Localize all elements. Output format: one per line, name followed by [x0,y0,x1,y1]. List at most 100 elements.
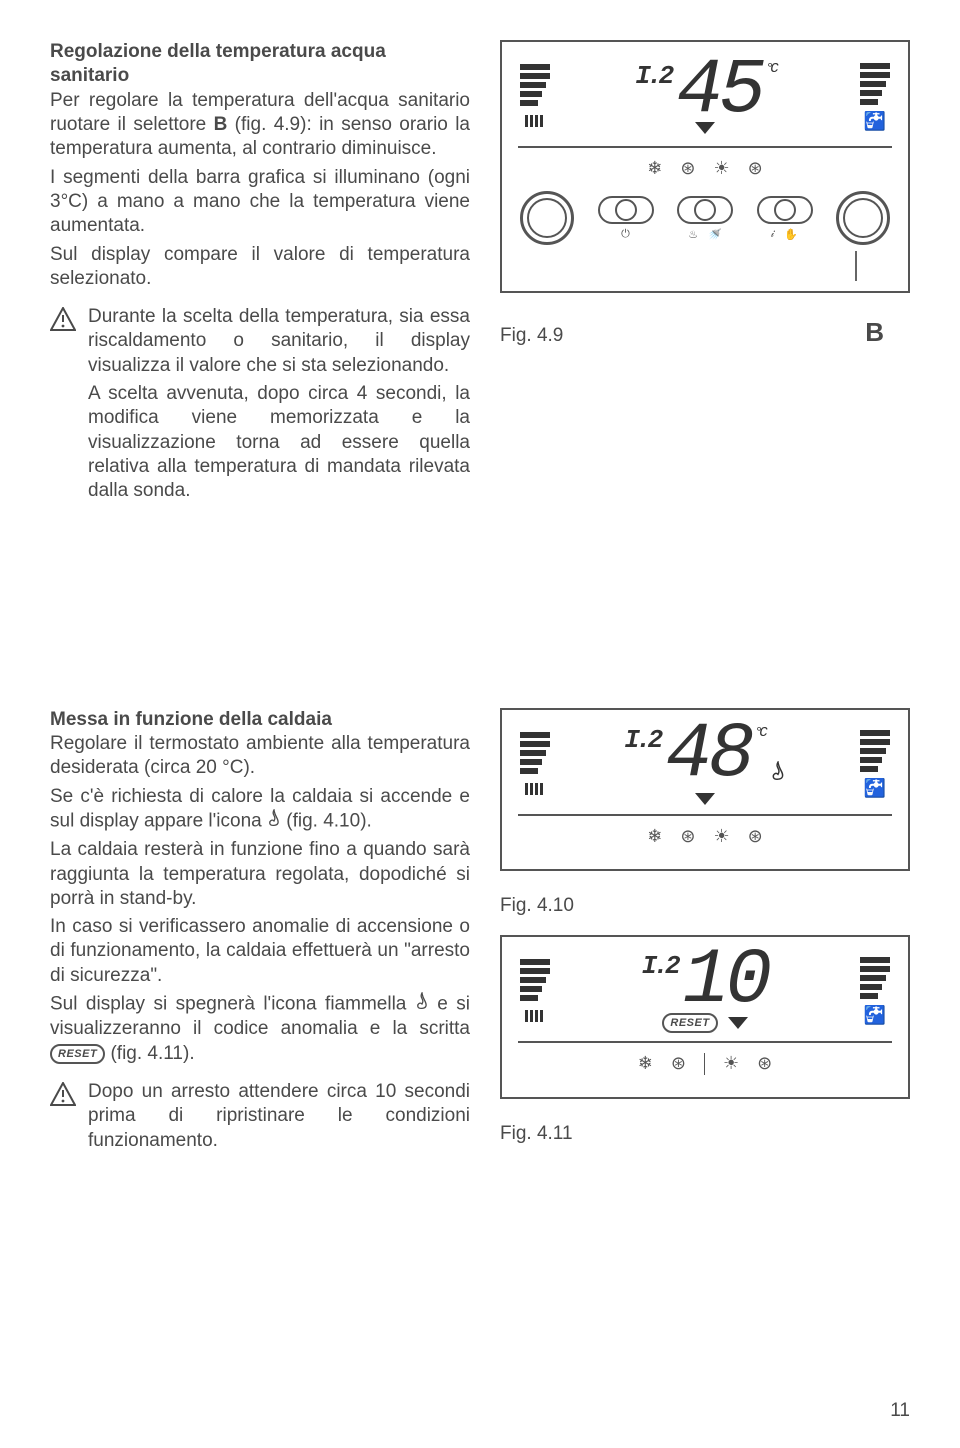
mode-sunflake-icon: ⊛ [748,158,763,179]
section2-title: Messa in funzione della caldaia [50,708,470,732]
section-startup: Messa in funzione della caldaia Regolare… [50,708,910,1157]
fig49-caption-row: Fig. 4.9 B [500,317,910,348]
s1-warn2: A scelta avvenuta, dopo circa 4 secondi,… [88,382,470,504]
section2-warn-text: Dopo un arresto attendere circa 10 secon… [88,1080,470,1157]
section1-p2: I segmenti della barra grafica si illumi… [50,166,470,239]
power-icon: ⏻ [621,228,630,241]
fig410-left [520,732,550,798]
fig49-lcd: I.2 45 °C 🚰 [512,50,898,140]
s2-p2a: Se c'è richiesta di calore la caldaia si… [50,786,470,832]
section2-p2: Se c'è richiesta di calore la caldaia si… [50,785,470,835]
reset-badge-lcd: RESET [662,1013,717,1033]
fig410-box: I.2 48 °C 🚰 [500,708,910,871]
mode-sunflake-icon-2: ⊛ [748,826,763,847]
fig411-lcd: I.2 10 RESET 🚰 [512,945,898,1035]
tap-icon-3: 🚰 [864,1005,886,1026]
mode-sun-icon: ☀ [713,158,729,179]
fig410-digits: I.2 48 °C [624,724,785,792]
hand-icon: ✋ [784,228,798,241]
mode-snowsun-icon: ⊛ [680,158,695,179]
btn-col-1: ⏻ [598,196,654,241]
radiator-icon-2 [523,780,547,798]
right-bar-gauge-2 [860,730,890,772]
fig49-value: 45 [676,60,762,122]
pointer-to-B [512,251,898,281]
btn-col-3: 𝒾✋ [757,196,813,241]
s2-p5a: Sul display si spegnerà l'icona fiammell… [50,994,415,1015]
fig49-small: I.2 [635,66,670,87]
fig410-small: I.2 [624,730,659,751]
down-arrow-icon-2 [695,793,715,805]
fig410-lcd: I.2 48 °C 🚰 [512,718,898,808]
section2-p4: In caso si verificassero anomalie di acc… [50,915,470,988]
knob-right-B[interactable] [836,191,890,245]
section2-p1: Regolare il termostato ambiente alla tem… [50,732,470,781]
down-arrow-icon [695,122,715,134]
fig49-controls: ⏻ ♨🚿 𝒾✋ [512,191,898,251]
fig49-column: I.2 45 °C 🚰 ❄ [500,40,910,348]
left-bar-gauge-3 [520,959,550,1001]
section2-text: Messa in funzione della caldaia Regolare… [50,708,470,1157]
flame-icon [267,809,281,834]
fig411-value: 10 [683,950,769,1012]
flame-icon-2 [415,992,429,1017]
mode-divider [704,1053,705,1075]
tap-icon-2: 🚰 [864,778,886,799]
mode-snowsun-icon-3: ⊛ [671,1053,686,1075]
info-icon: 𝒾 [771,228,775,241]
button-power[interactable] [598,196,654,224]
lcd-underline-2 [518,814,892,816]
section1-warn-text: Durante la scelta della temperatura, sia… [88,305,470,508]
reset-badge: RESET [50,1044,105,1064]
fig-col-2: I.2 48 °C 🚰 [500,708,910,1145]
mode-snow-icon-3: ❄ [638,1053,653,1075]
s2-p2b: (fig. 4.10). [281,811,372,832]
knob-left[interactable] [520,191,574,245]
fig411-left [520,959,550,1025]
button-mode[interactable] [677,196,733,224]
flame-icon-lcd [770,730,786,792]
left-bar-gauge [520,64,550,106]
fig49-box: I.2 45 °C 🚰 ❄ [500,40,910,293]
fig410-center: I.2 48 °C [624,724,785,804]
mode-snowsun-icon-2: ⊛ [680,826,695,847]
mode-sun-icon-2: ☀ [713,826,729,847]
tap-small-icon: 🚿 [708,228,722,241]
radiator-icon [523,112,547,130]
section1-title: Regolazione della temperatura acqua sani… [50,40,470,89]
fig411-reset-row: RESET [662,1013,747,1033]
fig411-right: 🚰 [860,957,890,1026]
mode-snow-icon-2: ❄ [647,826,662,847]
lcd-underline [518,146,892,148]
fig410-right: 🚰 [860,730,890,799]
section1-text: Regolazione della temperatura acqua sani… [50,40,470,508]
fig410-mode-row: ❄ ⊛ ☀ ⊛ [512,826,898,847]
section2-warning: Dopo un arresto attendere circa 10 secon… [50,1080,470,1157]
section1-p1: Per regolare la temperatura dell'acqua s… [50,89,470,162]
page-number: 11 [890,1400,910,1422]
s1-warn1: Durante la scelta della temperatura, sia… [88,305,470,378]
mode-sunflake-icon-3: ⊛ [757,1053,772,1075]
section1-p3: Sul display compare il valore di tempera… [50,243,470,292]
section2-p3: La caldaia resterà in funzione fino a qu… [50,838,470,911]
section-temperature-regulation: Regolazione della temperatura acqua sani… [50,40,910,508]
radiator-icon-3 [523,1007,547,1025]
warning-icon [50,307,78,338]
knob-B-label: B [865,317,884,348]
fig49-caption: Fig. 4.9 [500,325,563,347]
warning-icon-2 [50,1082,78,1113]
btn-col-2: ♨🚿 [677,196,733,241]
fig49-center: I.2 45 °C [635,60,774,134]
fig411-mode-row: ❄ ⊛ ☀ ⊛ [512,1053,898,1075]
section2-p5: Sul display si spegnerà l'icona fiammell… [50,992,470,1066]
button-info[interactable] [757,196,813,224]
lcd-underline-3 [518,1041,892,1043]
s2-warn: Dopo un arresto attendere circa 10 secon… [88,1080,470,1153]
fig410-caption: Fig. 4.10 [500,895,910,917]
s2-p5d: (fig. 4.11). [105,1043,194,1064]
fig410-unit: °C [755,728,764,739]
down-arrow-icon-3 [728,1017,748,1029]
fig411-digits: I.2 10 [642,950,768,1012]
fig410-value: 48 [665,724,751,786]
fig49-mode-row: ❄ ⊛ ☀ ⊛ [512,158,898,179]
